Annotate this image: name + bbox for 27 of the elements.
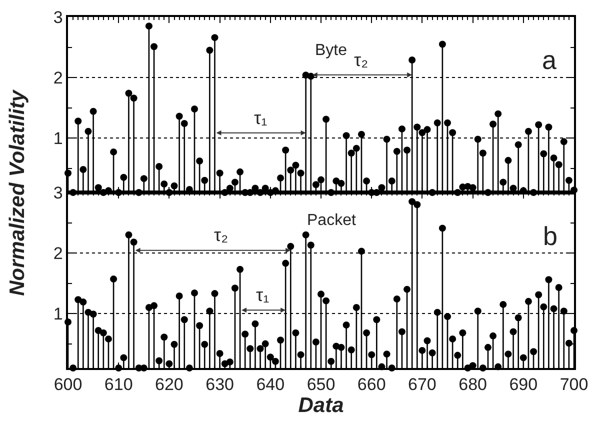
y-tick-label: 1 bbox=[53, 304, 63, 324]
x-tick-label: 700 bbox=[560, 375, 588, 394]
annotation: Packet bbox=[307, 212, 356, 229]
annotation: a bbox=[542, 45, 557, 75]
y-axis-title: Normalized Volatility bbox=[6, 88, 29, 296]
x-tick-label: 690 bbox=[509, 375, 538, 394]
annotation: τ₂ bbox=[214, 225, 228, 245]
x-tick-label: 680 bbox=[458, 375, 487, 394]
annotation: b bbox=[543, 221, 558, 251]
x-tick-label: 630 bbox=[206, 375, 234, 394]
y-tick-label: 2 bbox=[53, 244, 63, 263]
x-tick-label: 620 bbox=[155, 375, 184, 394]
annotation: Byte bbox=[315, 42, 348, 59]
x-axis-title: Data bbox=[298, 394, 344, 418]
y-tick-label: 3 bbox=[53, 8, 63, 27]
y-tick-label: 3 bbox=[53, 183, 63, 202]
x-tick-label: 600 bbox=[54, 375, 82, 394]
x-tick-label: 660 bbox=[357, 375, 386, 394]
annotation: τ₁ bbox=[256, 285, 270, 305]
x-tick-label: 640 bbox=[256, 375, 285, 394]
y-tick-label: 1 bbox=[53, 128, 63, 148]
annotation: τ₁ bbox=[254, 108, 268, 128]
x-tick-label: 650 bbox=[306, 375, 336, 394]
y-tick-label: 2 bbox=[53, 68, 63, 88]
x-tick-label: 670 bbox=[408, 375, 436, 394]
annotation: τ₂ bbox=[354, 50, 368, 70]
x-tick-label: 610 bbox=[104, 375, 133, 394]
